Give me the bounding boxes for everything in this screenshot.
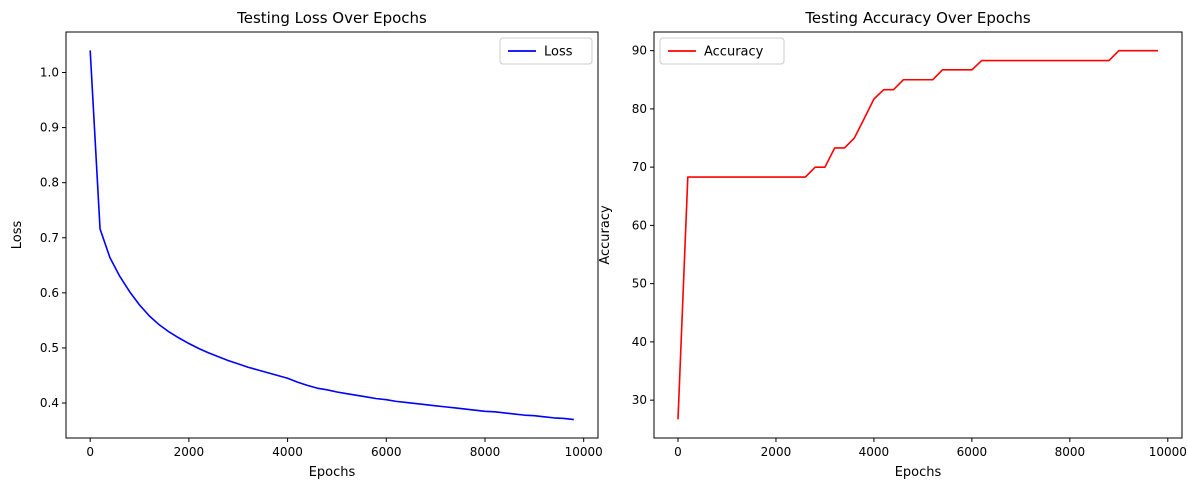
y-tick-label: 0.8 xyxy=(40,176,59,190)
legend: Loss xyxy=(499,37,593,65)
y-tick-label: 0.5 xyxy=(40,341,59,355)
x-tick-label: 4000 xyxy=(859,445,890,459)
plot-area-frame xyxy=(653,31,1183,439)
y-tick-label: 0.9 xyxy=(40,121,59,135)
legend-label: Accuracy xyxy=(704,45,764,60)
x-axis-label: Epochs xyxy=(895,465,942,480)
legend-box xyxy=(659,37,785,65)
y-axis-label: Accuracy xyxy=(598,205,613,265)
y-tick-label: 60 xyxy=(632,218,647,232)
chart-title: Testing Loss Over Epochs xyxy=(236,9,427,27)
y-tick-label: 50 xyxy=(632,277,647,291)
x-tick-label: 8000 xyxy=(1055,445,1086,459)
y-tick-label: 0.7 xyxy=(40,231,59,245)
y-tick-label: 80 xyxy=(632,102,647,116)
y-tick-label: 90 xyxy=(632,44,647,58)
y-tick-label: 30 xyxy=(632,393,647,407)
y-tick-label: 0.6 xyxy=(40,286,59,300)
chart-panel-1: 0 2000 4000 6000 8000 10000 0.4 0.5 0.6 0.7 0.8 0.9… xyxy=(10,9,603,480)
y-tick-label: 70 xyxy=(632,160,647,174)
x-tick-label: 10000 xyxy=(565,445,603,459)
y-tick-label: 0.4 xyxy=(40,396,59,410)
x-tick-label: 10000 xyxy=(1149,445,1187,459)
legend-label: Loss xyxy=(544,45,573,60)
series-line-loss xyxy=(89,50,574,421)
x-tick-label: 0 xyxy=(674,445,682,459)
legend: Accuracy xyxy=(659,37,785,65)
x-tick-label: 6000 xyxy=(371,445,402,459)
legend-box xyxy=(499,37,593,65)
series-line-accuracy xyxy=(677,49,1158,420)
x-tick-label: 6000 xyxy=(957,445,988,459)
x-tick-label: 4000 xyxy=(272,445,303,459)
plot-area-frame xyxy=(65,31,599,439)
x-tick-label: 8000 xyxy=(470,445,501,459)
x-axis-label: Epochs xyxy=(309,465,356,480)
chart-title: Testing Accuracy Over Epochs xyxy=(804,9,1031,27)
y-tick-label: 1.0 xyxy=(40,65,59,79)
y-tick-label: 40 xyxy=(632,335,647,349)
x-tick-label: 2000 xyxy=(174,445,205,459)
y-axis-label: Loss xyxy=(10,221,25,250)
x-tick-label: 0 xyxy=(86,445,94,459)
x-tick-label: 2000 xyxy=(761,445,792,459)
chart-panel-2: 0 2000 4000 6000 8000 10000 30 40 50 60 70 80 90 Test… xyxy=(598,9,1187,480)
